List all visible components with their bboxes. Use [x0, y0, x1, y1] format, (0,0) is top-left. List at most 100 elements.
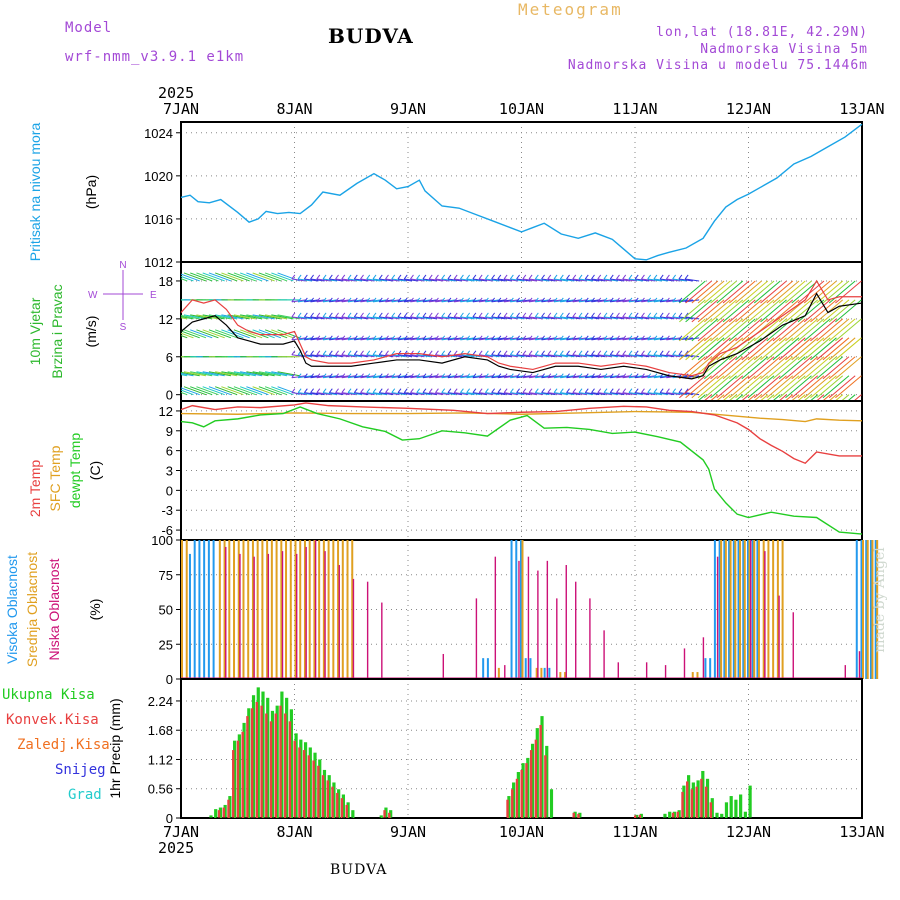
wind-barb-head: [609, 297, 614, 303]
wind-barb-head: [484, 388, 489, 393]
wind-barb: [341, 392, 356, 396]
wind-barb: [697, 280, 725, 304]
cloud-bar-high: [203, 540, 206, 679]
wind-barb: [547, 392, 562, 396]
cloud-bar-low: [281, 551, 284, 679]
wind-barb-head: [641, 373, 645, 379]
cloud-bar-high: [865, 540, 868, 679]
wind-barb: [616, 278, 631, 282]
wind-barb: [704, 280, 731, 304]
precip-bar-0: [748, 785, 752, 818]
wind-barb: [472, 316, 487, 320]
wind-barb: [379, 278, 394, 282]
wind-barb-head: [559, 312, 564, 318]
wind-barb: [578, 278, 594, 282]
wind-barb: [835, 356, 862, 380]
wind-barb-head: [653, 274, 658, 280]
wind-barb: [522, 392, 537, 396]
wind-barb: [510, 278, 525, 282]
precip-bar-1: [515, 778, 519, 818]
wind-barb-head: [609, 373, 614, 379]
wind-barb-head: [372, 335, 377, 341]
cloud-bar-mid: [776, 540, 779, 679]
wind-barb-head: [341, 388, 346, 393]
wind-barb-head: [422, 373, 427, 379]
wind-barb: [716, 318, 744, 342]
wind-barb: [472, 278, 487, 282]
wind-barb: [740, 394, 750, 401]
wind-barb: [753, 337, 781, 361]
y-tick-label: -3: [161, 503, 173, 518]
wind-barb: [785, 356, 812, 380]
precip-bar-0: [299, 739, 303, 818]
wind-barb: [647, 392, 662, 396]
dewpt-temp-line: [180, 406, 863, 535]
wind-barb: [660, 354, 675, 358]
wind-barb-head: [672, 297, 677, 303]
wind-barb-head: [628, 312, 633, 318]
wind-barb: [578, 354, 594, 358]
wind-barb-head: [459, 312, 464, 318]
wind-barb: [840, 394, 850, 401]
wind-barb: [628, 392, 644, 396]
wind-barb: [246, 386, 269, 396]
wind-barb-head: [534, 297, 539, 303]
wind-barb: [258, 329, 282, 339]
wind-barb: [747, 337, 775, 361]
wind-barb: [672, 278, 687, 282]
precip-legend-4: Grad: [68, 787, 102, 803]
cloud-bar-mid: [233, 540, 236, 679]
wind-barb-head: [328, 373, 333, 379]
wind-barb: [704, 337, 731, 361]
wind-barb-head: [497, 297, 502, 303]
wind-barb: [181, 317, 188, 320]
wind-barb-head: [316, 373, 321, 379]
wind-barb: [741, 318, 769, 342]
wind-barb-head: [403, 388, 408, 393]
wind-barb-head: [328, 335, 333, 341]
wind-barb: [541, 278, 556, 282]
wind-barb-head: [366, 297, 371, 303]
wind-barb-head: [310, 312, 314, 318]
wind-barb-head: [578, 388, 583, 393]
wind-barb: [679, 337, 706, 361]
wind-barb: [541, 354, 556, 358]
wind-barb-head: [447, 312, 452, 318]
wind-barb: [391, 278, 406, 282]
wind-barb: [616, 392, 631, 396]
wind-barb-head: [416, 312, 421, 318]
y-tick-label: 2.24: [148, 694, 173, 709]
wind-barb: [697, 318, 725, 342]
wind-barb: [181, 273, 200, 282]
temp-unit-label: (C): [87, 461, 103, 480]
wind-barb: [816, 356, 844, 380]
wind-barb: [735, 375, 762, 399]
wind-barb: [472, 392, 487, 396]
precip-bar-0: [739, 794, 743, 818]
wind-barb-head: [353, 350, 358, 356]
wind-barb-head: [603, 388, 608, 393]
wind-barb: [828, 337, 856, 361]
wind-barb: [347, 278, 363, 282]
wind-barb-head: [534, 312, 539, 318]
wind-barb: [603, 354, 619, 358]
wind-barb-head: [622, 312, 627, 318]
wind-barb-head: [684, 274, 689, 280]
cloud-bar-low: [504, 665, 506, 679]
cloud-bar-low: [645, 662, 648, 679]
wind-barb: [641, 354, 656, 358]
wind-barb-head: [647, 297, 652, 303]
cloud-bar-mid: [308, 540, 311, 679]
wind-barb: [233, 371, 256, 377]
y-tick-label: 6: [166, 444, 173, 459]
wind-barb: [791, 318, 819, 342]
wind-barb-head: [391, 297, 396, 303]
wind-barb-head: [478, 335, 483, 341]
precip-bar-0: [710, 798, 714, 818]
wind-barb: [196, 329, 219, 339]
wind-barb: [541, 316, 556, 320]
wind-barb: [641, 278, 656, 282]
precip-bar-0: [270, 710, 275, 818]
wind-barb-head: [541, 297, 545, 303]
wind-barb: [653, 278, 668, 282]
